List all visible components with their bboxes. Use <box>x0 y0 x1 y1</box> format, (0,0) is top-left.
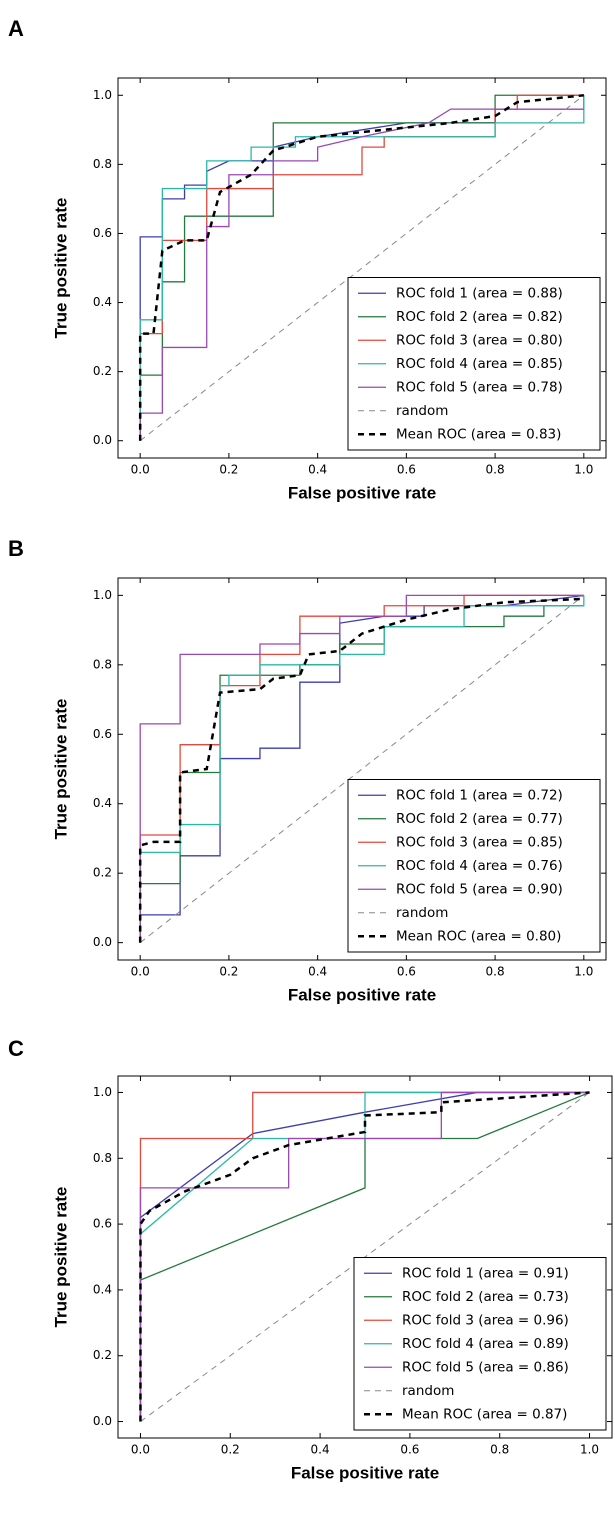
y-axis-label: True positive rate <box>51 198 70 339</box>
legend-label: ROC fold 3 (area = 0.80) <box>396 332 563 348</box>
roc-line <box>139 594 585 944</box>
y-tick-label: 0.4 <box>93 796 112 810</box>
legend-label: ROC fold 5 (area = 0.86) <box>402 1359 569 1375</box>
x-tick-label: 0.2 <box>221 1443 240 1457</box>
legend-label: Mean ROC (area = 0.80) <box>396 928 561 944</box>
y-tick-label: 1.0 <box>93 88 112 102</box>
y-tick-label: 0.2 <box>93 1348 112 1362</box>
x-axis-label: False positive rate <box>291 1463 439 1482</box>
x-tick-label: 0.0 <box>131 1443 150 1457</box>
y-tick-label: 0.8 <box>93 157 112 171</box>
panel-label: C <box>8 1036 24 1061</box>
legend-label: ROC fold 3 (area = 0.96) <box>402 1312 569 1328</box>
x-tick-label: 0.2 <box>219 965 238 979</box>
x-tick-label: 0.8 <box>486 463 505 477</box>
y-axis-label: True positive rate <box>51 699 70 840</box>
roc-line <box>139 108 584 441</box>
legend-label: ROC fold 2 (area = 0.73) <box>402 1289 569 1305</box>
y-tick-label: 0.2 <box>93 866 112 880</box>
roc-line <box>139 1091 590 1422</box>
y-tick-label: 0.8 <box>93 657 112 671</box>
y-tick-label: 0.6 <box>93 1217 112 1231</box>
y-tick-label: 0.8 <box>93 1151 112 1165</box>
legend-label: ROC fold 1 (area = 0.72) <box>396 787 563 803</box>
legend-label: ROC fold 3 (area = 0.85) <box>396 834 563 850</box>
x-tick-label: 0.4 <box>311 1443 330 1457</box>
roc-line <box>139 95 585 441</box>
x-tick-label: 0.2 <box>219 463 238 477</box>
legend-label: ROC fold 1 (area = 0.91) <box>402 1265 569 1281</box>
x-tick-label: 0.4 <box>308 463 327 477</box>
x-tick-label: 1.0 <box>574 965 593 979</box>
y-tick-label: 1.0 <box>93 1085 112 1099</box>
legend-label: ROC fold 4 (area = 0.76) <box>396 858 563 874</box>
x-tick-label: 1.0 <box>574 463 593 477</box>
legend-box <box>347 277 601 451</box>
x-tick-label: 0.0 <box>131 965 150 979</box>
roc-line <box>139 595 585 943</box>
panel-label: A <box>8 16 24 41</box>
legend-label: ROC fold 4 (area = 0.89) <box>402 1336 569 1352</box>
legend-label: ROC fold 4 (area = 0.85) <box>396 356 563 372</box>
x-axis-label: False positive rate <box>288 985 436 1004</box>
roc-line <box>138 94 584 441</box>
y-tick-label: 0.6 <box>93 226 112 240</box>
legend-label: ROC fold 5 (area = 0.90) <box>396 881 563 897</box>
y-tick-label: 0.4 <box>93 295 112 309</box>
y-tick-label: 0.2 <box>93 364 112 378</box>
panel-label: B <box>8 536 24 561</box>
legend-box <box>353 1257 607 1431</box>
x-tick-label: 0.6 <box>400 1443 419 1457</box>
legend-label: ROC fold 2 (area = 0.82) <box>396 309 563 325</box>
roc-line <box>139 94 585 442</box>
x-tick-label: 1.0 <box>580 1443 599 1457</box>
y-tick-label: 0.0 <box>93 1414 112 1428</box>
y-tick-label: 0.4 <box>93 1282 112 1296</box>
legend-box <box>347 779 601 953</box>
x-tick-label: 0.4 <box>308 965 327 979</box>
x-tick-label: 0.8 <box>490 1443 509 1457</box>
roc-line <box>138 597 584 943</box>
y-tick-label: 0.0 <box>93 433 112 447</box>
legend-label: random <box>396 403 448 419</box>
y-tick-label: 0.6 <box>93 727 112 741</box>
legend-label: random <box>402 1383 454 1399</box>
legend-label: ROC fold 5 (area = 0.78) <box>396 379 563 395</box>
roc-line <box>139 594 584 943</box>
x-axis-label: False positive rate <box>288 483 436 502</box>
y-tick-label: 1.0 <box>93 588 112 602</box>
x-tick-label: 0.6 <box>397 463 416 477</box>
legend-label: Mean ROC (area = 0.87) <box>402 1406 567 1422</box>
legend-label: random <box>396 905 448 921</box>
x-tick-label: 0.0 <box>131 463 150 477</box>
legend-label: ROC fold 2 (area = 0.77) <box>396 811 563 827</box>
x-tick-label: 0.8 <box>486 965 505 979</box>
y-tick-label: 0.0 <box>93 935 112 949</box>
legend-label: Mean ROC (area = 0.83) <box>396 426 561 442</box>
legend-label: ROC fold 1 (area = 0.88) <box>396 285 563 301</box>
x-tick-label: 0.6 <box>397 965 416 979</box>
roc-line <box>139 1091 590 1422</box>
y-axis-label: True positive rate <box>51 1187 70 1328</box>
